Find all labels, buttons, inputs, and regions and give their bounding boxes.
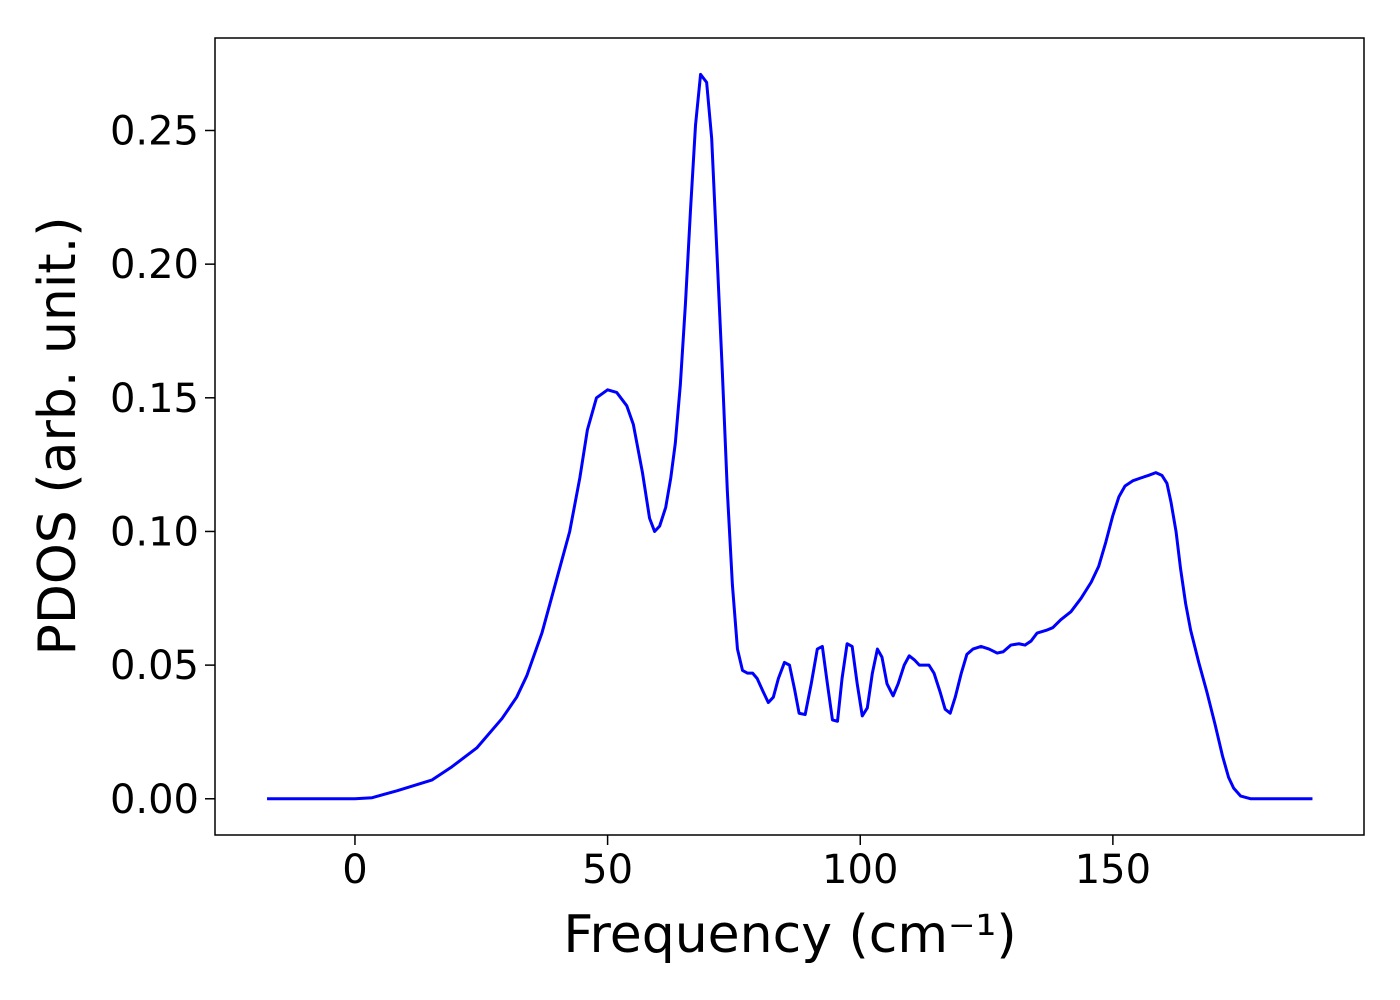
y-tick-label: 0.05 <box>110 643 199 689</box>
plot-frame <box>214 37 1365 836</box>
y-tick-label: 0.00 <box>110 777 199 823</box>
x-axis-label: Frequency (cm⁻¹) <box>563 905 1016 965</box>
y-tick-label: 0.10 <box>110 509 199 555</box>
y-tick-label: 0.20 <box>110 242 199 288</box>
x-tick-label: 150 <box>1075 847 1151 893</box>
x-tick-label: 100 <box>822 847 898 893</box>
y-tick-label: 0.25 <box>110 108 199 154</box>
x-tick-label: 50 <box>582 847 633 893</box>
y-tick-label: 0.15 <box>110 376 199 422</box>
y-axis-label: PDOS (arb. unit.) <box>28 216 88 655</box>
x-tick-label: 0 <box>342 847 367 893</box>
data-line <box>267 72 1313 801</box>
